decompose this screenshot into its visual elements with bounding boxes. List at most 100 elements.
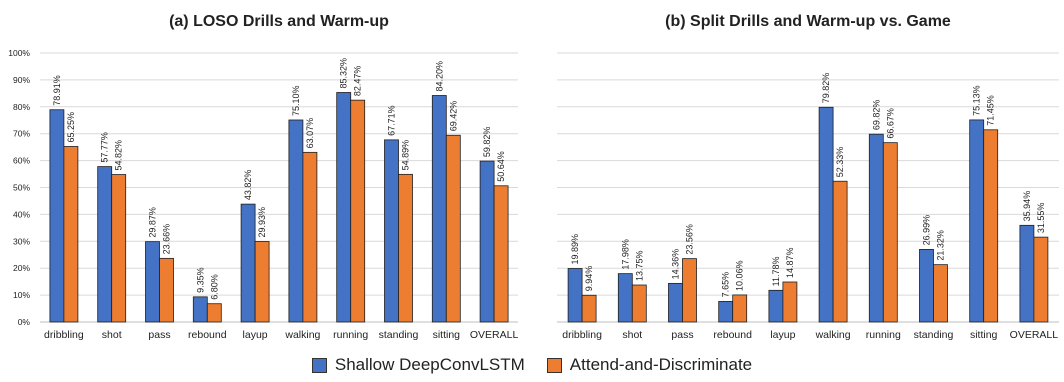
bar-attend [254, 241, 270, 323]
x-tick-label: sitting [433, 329, 461, 341]
y-tick-label: 100% [8, 48, 30, 58]
x-tick-label: rebound [188, 329, 227, 341]
bar-shallow [97, 166, 113, 323]
bar-shallow [288, 119, 304, 323]
data-label: 65.25% [66, 112, 76, 143]
data-label: 75.13% [972, 85, 982, 116]
x-tick-label: layup [243, 329, 268, 341]
bar-attend [63, 146, 79, 323]
x-tick-label: layup [770, 329, 795, 341]
bar-shallow [818, 106, 834, 323]
x-tick-label: standing [379, 329, 419, 341]
x-tick-label: dribbling [562, 329, 602, 341]
data-label: 69.82% [871, 100, 881, 131]
data-label: 29.93% [257, 207, 267, 238]
chart-title: (b) Split Drills and Warm-up vs. Game [665, 13, 951, 30]
data-label: 26.99% [922, 215, 932, 246]
x-tick-label: shot [102, 329, 122, 341]
bar-shallow [969, 119, 985, 323]
y-tick-label: 20% [13, 263, 30, 273]
bar-attend [581, 294, 597, 323]
data-label: 9.35% [195, 267, 205, 293]
x-tick-label: OVERALL [470, 329, 519, 341]
data-label: 14.36% [671, 249, 681, 280]
bar-shallow [384, 139, 399, 323]
data-label: 52.33% [835, 147, 845, 178]
data-label: 9.94% [584, 266, 594, 292]
bar-attend [1033, 236, 1049, 323]
legend-item-attend: Attend-and-Discriminate [546, 355, 753, 375]
y-tick-label: 90% [13, 75, 30, 85]
bar-attend [882, 142, 898, 323]
bar-attend [732, 294, 748, 323]
data-label: 43.82% [243, 170, 253, 201]
x-tick-label: shot [622, 329, 642, 341]
x-tick-label: OVERALL [1010, 329, 1059, 341]
data-label: 21.32% [936, 230, 946, 261]
bar-attend [398, 173, 413, 323]
y-tick-label: 40% [13, 209, 30, 219]
bar-shallow [240, 203, 256, 323]
data-label: 7.65% [721, 272, 731, 298]
bar-attend [445, 134, 461, 323]
bar-attend [933, 264, 948, 323]
legend-label-shallow: Shallow DeepConvLSTM [334, 355, 525, 374]
data-label: 69.42% [448, 101, 458, 132]
data-label: 10.06% [735, 260, 745, 291]
bar-attend [159, 257, 174, 323]
bar-attend [302, 151, 318, 323]
bar-attend [983, 129, 999, 323]
data-label: 78.91% [52, 75, 62, 106]
bar-attend [493, 185, 509, 323]
legend-swatch-attend [546, 357, 562, 373]
data-label: 54.82% [114, 140, 124, 171]
bar-attend [111, 174, 127, 323]
y-tick-label: 60% [13, 156, 30, 166]
data-label: 84.20% [434, 61, 444, 92]
data-label: 14.87% [785, 247, 795, 278]
chart-panel-a: (a) LOSO Drills and Warm-up 0% 10% 20% 30% 40… [8, 13, 518, 341]
bar-shallow [718, 301, 734, 323]
data-label: 50.64% [496, 151, 506, 182]
bar-attend [682, 258, 697, 323]
bar-attend [631, 284, 647, 323]
x-tick-label: rebound [713, 329, 752, 341]
legend-item-shallow: Shallow DeepConvLSTM [311, 355, 525, 375]
data-label: 17.98% [620, 239, 630, 270]
data-label: 57.77% [100, 132, 110, 163]
x-tick-label: walking [815, 329, 851, 341]
data-label: 23.56% [685, 224, 695, 255]
data-label: 13.75% [634, 250, 644, 281]
data-label: 54.89% [401, 140, 411, 171]
bar-shallow [431, 95, 447, 323]
data-label: 75.10% [291, 85, 301, 116]
bar-attend [782, 281, 798, 323]
bar-shallow [336, 92, 352, 323]
x-tick-label: pass [671, 329, 693, 341]
legend-swatch-shallow [311, 357, 327, 373]
data-label: 11.78% [771, 256, 781, 286]
y-tick-label: 10% [13, 290, 30, 300]
x-tick-label: pass [148, 329, 170, 341]
data-label: 67.71% [387, 105, 397, 136]
x-tick-label: dribbling [44, 329, 84, 341]
bar-shallow [145, 241, 160, 323]
y-tick-label: 0% [18, 317, 31, 327]
bar-attend [832, 180, 848, 323]
data-label: 29.87% [148, 207, 158, 238]
bar-attend [350, 99, 366, 323]
x-tick-label: sitting [970, 329, 998, 341]
y-tick-label: 30% [13, 236, 30, 246]
legend-label-attend: Attend-and-Discriminate [569, 355, 753, 374]
y-tick-label: 70% [13, 129, 30, 139]
bar-shallow [49, 109, 65, 323]
data-label: 6.80% [209, 274, 219, 300]
x-tick-label: running [866, 329, 901, 341]
bar-shallow [868, 133, 884, 323]
y-tick-label: 50% [13, 183, 30, 193]
bar-shallow [617, 273, 633, 323]
data-label: 71.45% [986, 95, 996, 126]
chart-title: (a) LOSO Drills and Warm-up [169, 13, 389, 30]
x-tick-label: running [333, 329, 368, 341]
